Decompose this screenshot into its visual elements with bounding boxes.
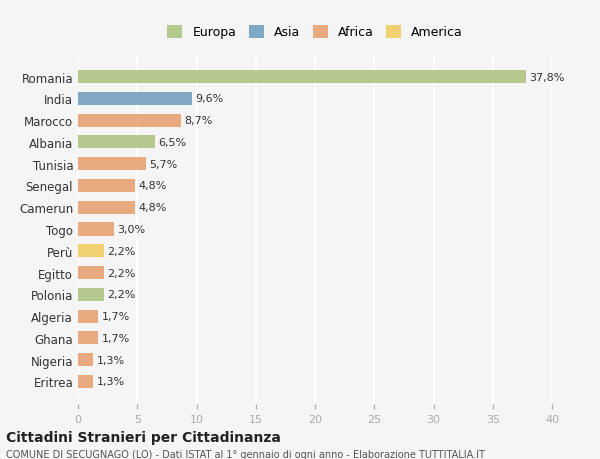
Text: COMUNE DI SECUGNAGO (LO) - Dati ISTAT al 1° gennaio di ogni anno - Elaborazione : COMUNE DI SECUGNAGO (LO) - Dati ISTAT al… (6, 449, 485, 459)
Text: 6,5%: 6,5% (158, 138, 187, 148)
Text: 1,3%: 1,3% (97, 355, 125, 365)
Text: 5,7%: 5,7% (149, 159, 178, 169)
Bar (78, 179, 135, 193)
Text: 2,2%: 2,2% (107, 290, 136, 300)
Bar (78, 136, 155, 149)
Bar (78, 266, 104, 280)
Text: 37,8%: 37,8% (529, 73, 565, 83)
Bar (78, 375, 94, 388)
Legend: Europa, Asia, Africa, America: Europa, Asia, Africa, America (161, 19, 469, 45)
Text: Cittadini Stranieri per Cittadinanza: Cittadini Stranieri per Cittadinanza (6, 430, 281, 444)
Bar (78, 353, 94, 366)
Text: 9,6%: 9,6% (196, 94, 224, 104)
Text: 2,2%: 2,2% (107, 268, 136, 278)
Text: 4,8%: 4,8% (139, 181, 167, 191)
Bar (78, 223, 113, 236)
Text: 8,7%: 8,7% (185, 116, 213, 126)
Bar (78, 310, 98, 323)
Text: 1,7%: 1,7% (102, 311, 130, 321)
Bar (78, 114, 181, 128)
Text: 3,0%: 3,0% (117, 224, 145, 235)
Text: 2,2%: 2,2% (107, 246, 136, 256)
Bar (78, 71, 526, 84)
Text: 1,3%: 1,3% (97, 376, 125, 386)
Bar (78, 201, 135, 214)
Bar (78, 245, 104, 258)
Bar (78, 158, 146, 171)
Bar (78, 331, 98, 345)
Bar (78, 93, 192, 106)
Text: 4,8%: 4,8% (139, 203, 167, 213)
Text: 1,7%: 1,7% (102, 333, 130, 343)
Bar (78, 288, 104, 301)
